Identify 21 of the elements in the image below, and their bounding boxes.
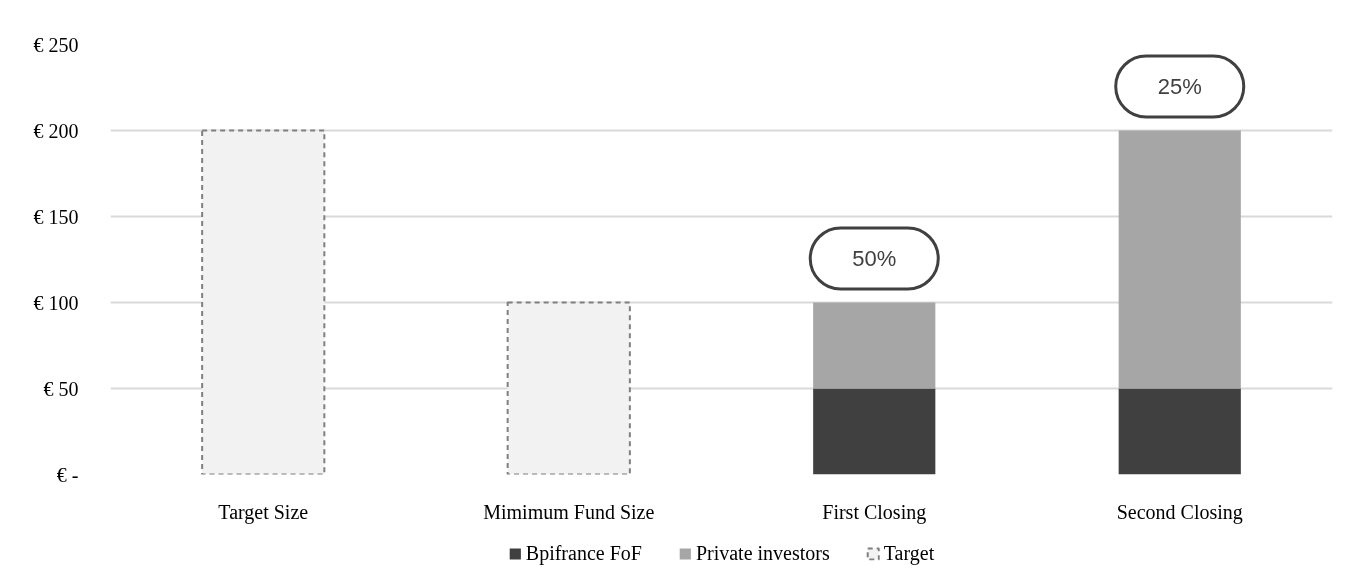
bar — [813, 302, 936, 389]
bar — [506, 301, 631, 475]
annotation: 50% — [852, 246, 897, 271]
bar — [813, 388, 936, 475]
bar — [201, 129, 326, 475]
bar — [1118, 388, 1241, 475]
y-tick-label: € 200 — [33, 119, 79, 142]
legend-label: Private investors — [695, 541, 830, 565]
y-tick-label: € 150 — [33, 205, 79, 228]
x-tick-label: Target Size — [218, 500, 309, 524]
y-tick-label: € 100 — [33, 291, 79, 314]
y-tick-label: € 250 — [33, 33, 79, 56]
bar — [1118, 130, 1241, 389]
y-tick-label: € 50 — [43, 377, 79, 400]
x-tick-label: First Closing — [822, 500, 927, 524]
annotation: 25% — [1157, 74, 1202, 99]
y-tick-label: € - — [56, 463, 79, 486]
x-tick-label: Second Closing — [1116, 500, 1243, 524]
x-tick-label: Mimimum Fund Size — [483, 500, 655, 523]
legend-label: Bpifrance FoF — [525, 541, 642, 565]
legend-label: Target — [883, 541, 935, 565]
